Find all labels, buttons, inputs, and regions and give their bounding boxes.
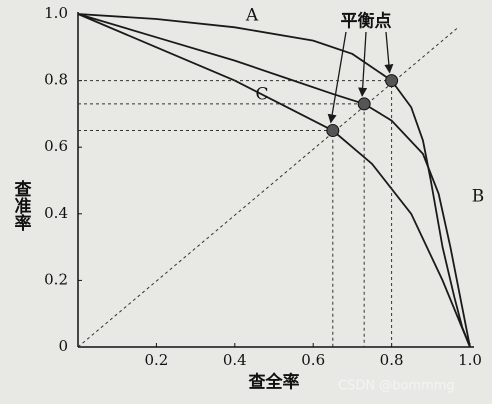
y-tick-label: 0.8	[44, 71, 68, 89]
y-tick-label: 0	[58, 337, 68, 355]
annotation: 平衡点	[341, 11, 392, 32]
balance-point	[385, 74, 399, 88]
curve-label: B	[472, 187, 485, 207]
x-tick-label: 0.2	[144, 351, 168, 369]
x-tick-label: 1.0	[458, 351, 482, 369]
x-tick-label: 0.8	[380, 351, 404, 369]
y-tick-label: 0.4	[44, 204, 68, 222]
y-tick-label: 0.6	[44, 137, 68, 155]
arrow	[327, 31, 347, 124]
diagonal	[77, 26, 459, 348]
balance-point	[326, 124, 340, 138]
watermark: CSDN @bommmg	[338, 379, 455, 394]
y-tick-label: 1.0	[44, 4, 68, 22]
curve	[77, 13, 471, 348]
curve	[77, 13, 471, 348]
x-tick-label: 0.4	[223, 351, 247, 369]
x-tick-label: 0.6	[301, 351, 325, 369]
y-tick-label: 0.2	[44, 270, 68, 288]
arrow	[358, 31, 368, 97]
x-axis-title: 查全率	[248, 372, 300, 393]
y-axis-title: 查准率	[11, 179, 33, 232]
curve-label: A	[245, 6, 259, 26]
curve-label: C	[255, 85, 268, 105]
arrow	[384, 31, 394, 74]
curve	[77, 13, 471, 348]
balance-point	[357, 97, 371, 111]
